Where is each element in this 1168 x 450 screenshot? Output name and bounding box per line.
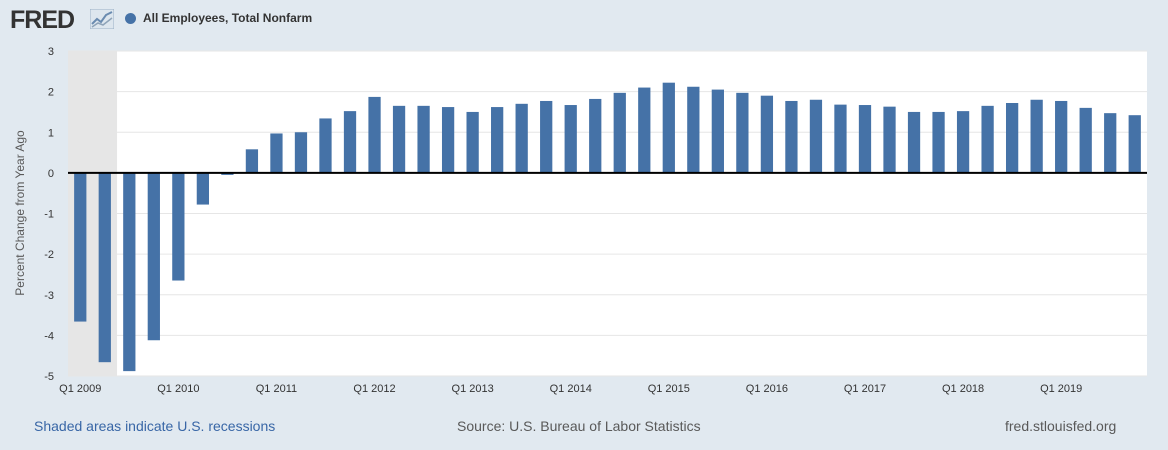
bar[interactable] bbox=[613, 92, 626, 173]
bar[interactable] bbox=[834, 104, 847, 173]
x-tick-label: Q1 2013 bbox=[452, 383, 494, 395]
y-tick-label: -4 bbox=[44, 330, 54, 342]
bar[interactable] bbox=[98, 172, 111, 363]
bar[interactable] bbox=[491, 107, 504, 173]
bar[interactable] bbox=[417, 105, 430, 173]
bar[interactable] bbox=[907, 111, 921, 173]
y-tick-label: -2 bbox=[44, 249, 54, 261]
bar[interactable] bbox=[515, 103, 528, 173]
x-axis-tick-labels: Q1 2009 Q1 2010 Q1 2011 Q1 2012 Q1 2013 Q1 20… bbox=[59, 383, 1082, 395]
bar[interactable] bbox=[662, 82, 675, 173]
bar[interactable] bbox=[883, 106, 896, 173]
bar[interactable] bbox=[245, 149, 259, 173]
x-tick-label: Q1 2018 bbox=[942, 383, 984, 395]
bar[interactable] bbox=[564, 105, 577, 173]
bar[interactable] bbox=[932, 111, 945, 173]
x-tick-label: Q1 2009 bbox=[59, 383, 101, 395]
bar[interactable] bbox=[711, 89, 724, 173]
y-axis-title: Percent Change from Year Ago bbox=[13, 130, 27, 296]
bar[interactable] bbox=[589, 98, 602, 173]
bar[interactable] bbox=[760, 95, 774, 173]
series-legend-marker bbox=[125, 13, 136, 24]
x-tick-label: Q1 2019 bbox=[1040, 383, 1082, 395]
bar-series bbox=[74, 82, 1141, 372]
bar[interactable] bbox=[74, 172, 87, 322]
x-tick-label: Q1 2016 bbox=[746, 383, 788, 395]
y-tick-label: -3 bbox=[44, 290, 54, 302]
bar[interactable] bbox=[981, 105, 994, 173]
y-tick-label: 3 bbox=[48, 46, 54, 58]
x-tick-label: Q1 2015 bbox=[648, 383, 690, 395]
bar[interactable] bbox=[956, 111, 970, 173]
y-axis-tick-labels: 3 2 1 0 -1 -2 -3 -4 -5 bbox=[44, 46, 54, 383]
x-tick-label: Q1 2011 bbox=[256, 383, 297, 395]
bar[interactable] bbox=[123, 172, 136, 372]
bar[interactable] bbox=[1104, 113, 1117, 173]
x-tick-label: Q1 2012 bbox=[353, 383, 395, 395]
bar[interactable] bbox=[1030, 99, 1043, 173]
bar[interactable] bbox=[809, 99, 823, 173]
bar[interactable] bbox=[172, 172, 185, 281]
bar[interactable] bbox=[785, 100, 798, 173]
site-url[interactable]: fred.stlouisfed.org bbox=[1005, 418, 1117, 434]
bar[interactable] bbox=[1128, 115, 1141, 173]
y-tick-label: 0 bbox=[48, 168, 54, 180]
bar[interactable] bbox=[392, 105, 406, 173]
recession-note-link[interactable]: Shaded areas indicate U.S. recessions bbox=[34, 418, 276, 434]
y-tick-label: 2 bbox=[48, 87, 54, 99]
bar[interactable] bbox=[1079, 107, 1092, 173]
bar[interactable] bbox=[294, 132, 308, 173]
y-tick-label: 1 bbox=[48, 127, 54, 139]
bar[interactable] bbox=[343, 111, 357, 173]
bar[interactable] bbox=[687, 86, 700, 173]
bar[interactable] bbox=[147, 172, 160, 341]
bar[interactable] bbox=[1055, 100, 1068, 173]
bar[interactable] bbox=[540, 100, 553, 173]
bar[interactable] bbox=[638, 87, 651, 173]
fred-chart-line-icon bbox=[90, 9, 114, 29]
bar[interactable] bbox=[221, 172, 234, 175]
bar[interactable] bbox=[441, 107, 455, 173]
y-tick-label: -1 bbox=[44, 209, 54, 221]
bar[interactable] bbox=[270, 133, 283, 173]
bar[interactable] bbox=[319, 118, 332, 173]
source-note: Source: U.S. Bureau of Labor Statistics bbox=[457, 418, 701, 434]
x-tick-label: Q1 2017 bbox=[844, 383, 886, 395]
y-tick-label: -5 bbox=[44, 371, 54, 383]
x-tick-label: Q1 2014 bbox=[550, 383, 592, 395]
x-tick-label: Q1 2010 bbox=[157, 383, 199, 395]
fred-logo[interactable]: FRED bbox=[10, 6, 75, 34]
bar[interactable] bbox=[368, 96, 381, 173]
bar[interactable] bbox=[858, 105, 872, 173]
bar[interactable] bbox=[196, 172, 210, 205]
chart-header: FRED All Employees, Total Nonfarm bbox=[0, 0, 1168, 40]
series-title[interactable]: All Employees, Total Nonfarm bbox=[143, 11, 313, 25]
bar[interactable] bbox=[1005, 103, 1019, 173]
bar[interactable] bbox=[736, 92, 749, 173]
bar[interactable] bbox=[466, 111, 479, 173]
